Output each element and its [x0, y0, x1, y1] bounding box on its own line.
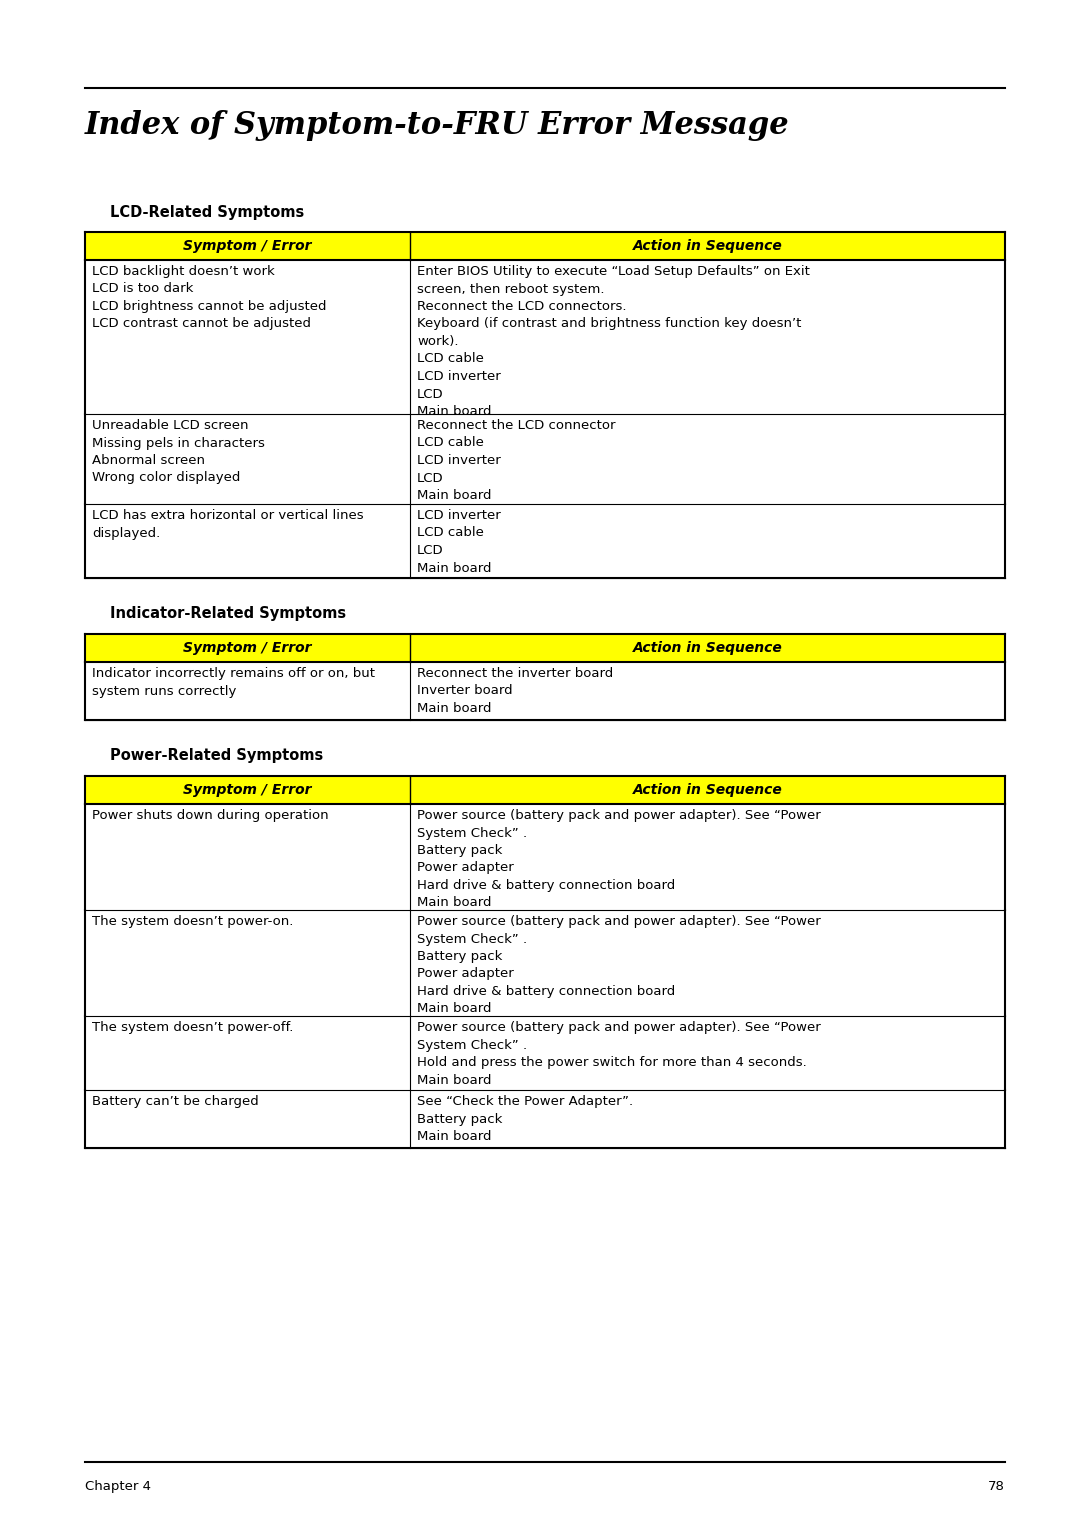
Text: Action in Sequence: Action in Sequence [633, 238, 782, 254]
Text: Power-Related Symptoms: Power-Related Symptoms [110, 749, 323, 762]
Bar [85, 662, 1005, 720]
Text: Power source (battery pack and power adapter). See “Power
System Check” .
Hold a: Power source (battery pack and power ada… [417, 1021, 821, 1086]
Bar [85, 1089, 1005, 1148]
Text: The system doesn’t power-on.: The system doesn’t power-on. [92, 915, 294, 927]
Text: LCD has extra horizontal or vertical lines
displayed.: LCD has extra horizontal or vertical lin… [92, 509, 364, 539]
Text: Symptom / Error: Symptom / Error [184, 642, 312, 656]
Text: Symptom / Error: Symptom / Error [184, 238, 312, 254]
Text: Reconnect the inverter board
Inverter board
Main board: Reconnect the inverter board Inverter bo… [417, 668, 613, 715]
Text: The system doesn’t power-off.: The system doesn’t power-off. [92, 1021, 294, 1034]
Text: LCD backlight doesn’t work
LCD is too dark
LCD brightness cannot be adjusted
LCD: LCD backlight doesn’t work LCD is too da… [92, 264, 326, 330]
Bar [85, 804, 1005, 911]
Text: Power source (battery pack and power adapter). See “Power
System Check” .
Batter: Power source (battery pack and power ada… [417, 808, 821, 909]
Text: See “Check the Power Adapter”.
Battery pack
Main board: See “Check the Power Adapter”. Battery p… [417, 1096, 633, 1143]
Text: Indicator incorrectly remains off or on, but
system runs correctly: Indicator incorrectly remains off or on,… [92, 668, 375, 697]
Bar [85, 504, 1005, 578]
Text: Index of Symptom-to-FRU Error Message: Index of Symptom-to-FRU Error Message [85, 110, 789, 141]
Text: Power shuts down during operation: Power shuts down during operation [92, 808, 328, 822]
Text: Symptom / Error: Symptom / Error [184, 782, 312, 798]
Bar [85, 776, 1005, 804]
Bar [85, 232, 1005, 260]
Text: Enter BIOS Utility to execute “Load Setup Defaults” on Exit
screen, then reboot : Enter BIOS Utility to execute “Load Setu… [417, 264, 810, 419]
Bar [85, 634, 1005, 662]
Text: Battery can’t be charged: Battery can’t be charged [92, 1096, 259, 1108]
Text: Indicator-Related Symptoms: Indicator-Related Symptoms [110, 607, 346, 620]
Text: Action in Sequence: Action in Sequence [633, 782, 782, 798]
Text: Chapter 4: Chapter 4 [85, 1481, 151, 1493]
Bar [85, 414, 1005, 504]
Text: Unreadable LCD screen
Missing pels in characters
Abnormal screen
Wrong color dis: Unreadable LCD screen Missing pels in ch… [92, 419, 265, 484]
Text: LCD-Related Symptoms: LCD-Related Symptoms [110, 205, 305, 220]
Bar [85, 911, 1005, 1016]
Text: LCD inverter
LCD cable
LCD
Main board: LCD inverter LCD cable LCD Main board [417, 509, 501, 575]
Text: Power source (battery pack and power adapter). See “Power
System Check” .
Batter: Power source (battery pack and power ada… [417, 915, 821, 1016]
Bar [85, 260, 1005, 414]
Text: 78: 78 [988, 1481, 1005, 1493]
Text: Reconnect the LCD connector
LCD cable
LCD inverter
LCD
Main board: Reconnect the LCD connector LCD cable LC… [417, 419, 616, 503]
Text: Action in Sequence: Action in Sequence [633, 642, 782, 656]
Bar [85, 1016, 1005, 1089]
